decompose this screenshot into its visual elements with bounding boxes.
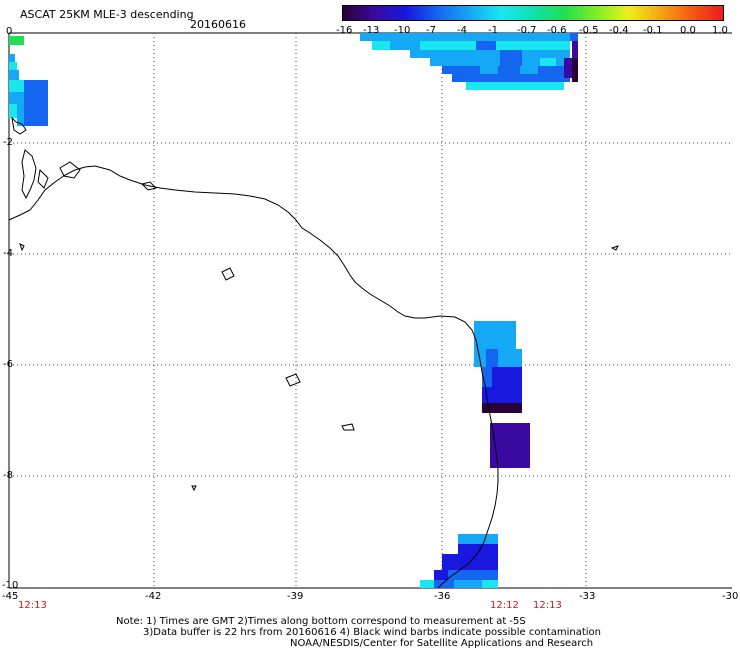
x-tick-2: -39 xyxy=(287,591,304,602)
scale-label-12: 1.0 xyxy=(712,25,728,36)
scale-label-10: -0.1 xyxy=(643,25,663,36)
y-tick-5: -10 xyxy=(2,580,19,591)
time-label-right: 12:13 xyxy=(533,600,562,611)
wind-swath-top-left xyxy=(9,36,48,126)
scale-label-5: -1 xyxy=(488,25,498,36)
x-tick-3: -36 xyxy=(434,591,451,602)
y-tick-3: -6 xyxy=(3,359,13,370)
scale-label-0: -16 xyxy=(336,25,353,36)
time-label-left: 12:13 xyxy=(18,600,47,611)
y-tick-4: -8 xyxy=(3,470,13,481)
color-scale-bar xyxy=(342,5,724,21)
x-tick-5: -30 xyxy=(722,591,739,602)
y-tick-2: -4 xyxy=(3,248,13,259)
note-line-2: 3)Data buffer is 22 hrs from 20160616 4)… xyxy=(143,627,601,638)
coast-islands xyxy=(11,116,619,492)
y-tick-0: 0 xyxy=(6,26,13,37)
x-tick-4: -33 xyxy=(579,591,596,602)
map-title: ASCAT 25KM MLE-3 descending xyxy=(20,8,194,21)
scale-label-4: -4 xyxy=(457,25,467,36)
scale-label-1: -13 xyxy=(363,25,380,36)
scale-label-8: -0.5 xyxy=(579,25,599,36)
scale-label-6: -0.7 xyxy=(517,25,537,36)
note-line-1: Note: 1) Times are GMT 2)Times along bot… xyxy=(116,616,526,627)
x-tick-1: -42 xyxy=(145,591,162,602)
scale-label-3: -7 xyxy=(426,25,436,36)
note-line-3: NOAA/NESDIS/Center for Satellite Applica… xyxy=(290,638,594,649)
scale-label-11: 0.0 xyxy=(680,25,696,36)
coastline xyxy=(8,165,499,589)
x-tick-0: -45 xyxy=(2,591,19,602)
wind-swath-coast xyxy=(474,321,530,468)
scale-label-7: -0.6 xyxy=(547,25,567,36)
map-date: 20160616 xyxy=(190,18,246,31)
graticule xyxy=(9,33,732,588)
y-tick-1: -2 xyxy=(3,137,13,148)
wind-swath-bottom xyxy=(420,534,498,588)
scale-label-9: -0.4 xyxy=(609,25,629,36)
time-label-mid: 12:12 xyxy=(490,600,519,611)
scale-label-2: -10 xyxy=(394,25,411,36)
wind-swath-top-right xyxy=(360,33,578,90)
